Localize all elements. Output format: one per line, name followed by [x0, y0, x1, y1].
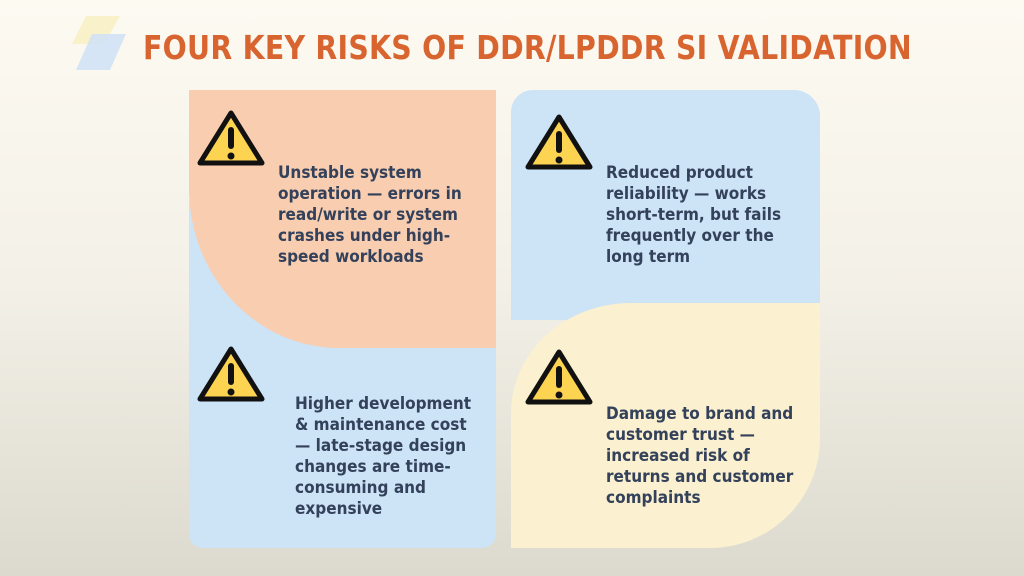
- text-line: returns and customer: [606, 467, 794, 487]
- text-line: Unstable system: [278, 163, 422, 183]
- risk-text-reliability: Reduced product reliability — works shor…: [606, 163, 781, 268]
- text-line: long term: [606, 247, 691, 267]
- text-line: expensive: [295, 499, 383, 519]
- text-line: Reduced product: [606, 163, 753, 183]
- warning-icon: [525, 114, 593, 170]
- warning-icon: [197, 346, 265, 402]
- risk-text-brand: Damage to brand and customer trust — inc…: [606, 404, 793, 509]
- page-title: FOUR KEY RISKS OF DDR/LPDDR SI VALIDATIO…: [143, 28, 912, 67]
- text-line: Damage to brand and: [606, 404, 794, 424]
- text-line: operation — errors in: [278, 184, 462, 204]
- logo-icon: [72, 16, 126, 70]
- text-line: customer trust —: [606, 425, 755, 445]
- text-line: crashes under high-: [278, 226, 451, 246]
- text-line: & maintenance cost: [295, 415, 467, 435]
- text-line: read/write or system: [278, 205, 458, 225]
- text-line: increased risk of: [606, 446, 750, 466]
- text-line: — late-stage design: [295, 436, 467, 456]
- text-line: reliability — works: [606, 184, 767, 204]
- text-line: speed workloads: [278, 247, 424, 267]
- text-line: complaints: [606, 488, 701, 508]
- risk-text-unstable: Unstable system operation — errors in re…: [278, 163, 462, 268]
- text-line: consuming and: [295, 478, 427, 498]
- risk-card-brand-bg: [511, 303, 820, 548]
- text-line: Higher development: [295, 394, 472, 414]
- warning-icon: [525, 349, 593, 405]
- text-line: frequently over the: [606, 226, 774, 246]
- warning-icon: [197, 110, 265, 166]
- risk-text-cost: Higher development & maintenance cost — …: [295, 394, 471, 520]
- text-line: short-term, but fails: [606, 205, 782, 225]
- text-line: changes are time-: [295, 457, 451, 477]
